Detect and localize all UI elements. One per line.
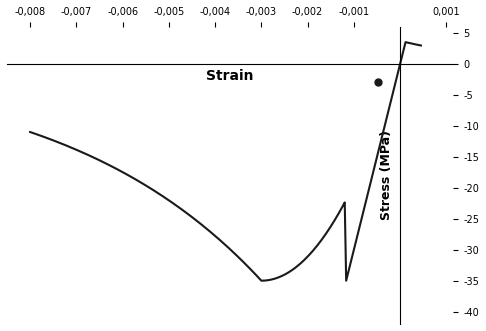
Y-axis label: Stress (MPa): Stress (MPa): [380, 130, 393, 220]
X-axis label: Strain: Strain: [207, 70, 254, 83]
